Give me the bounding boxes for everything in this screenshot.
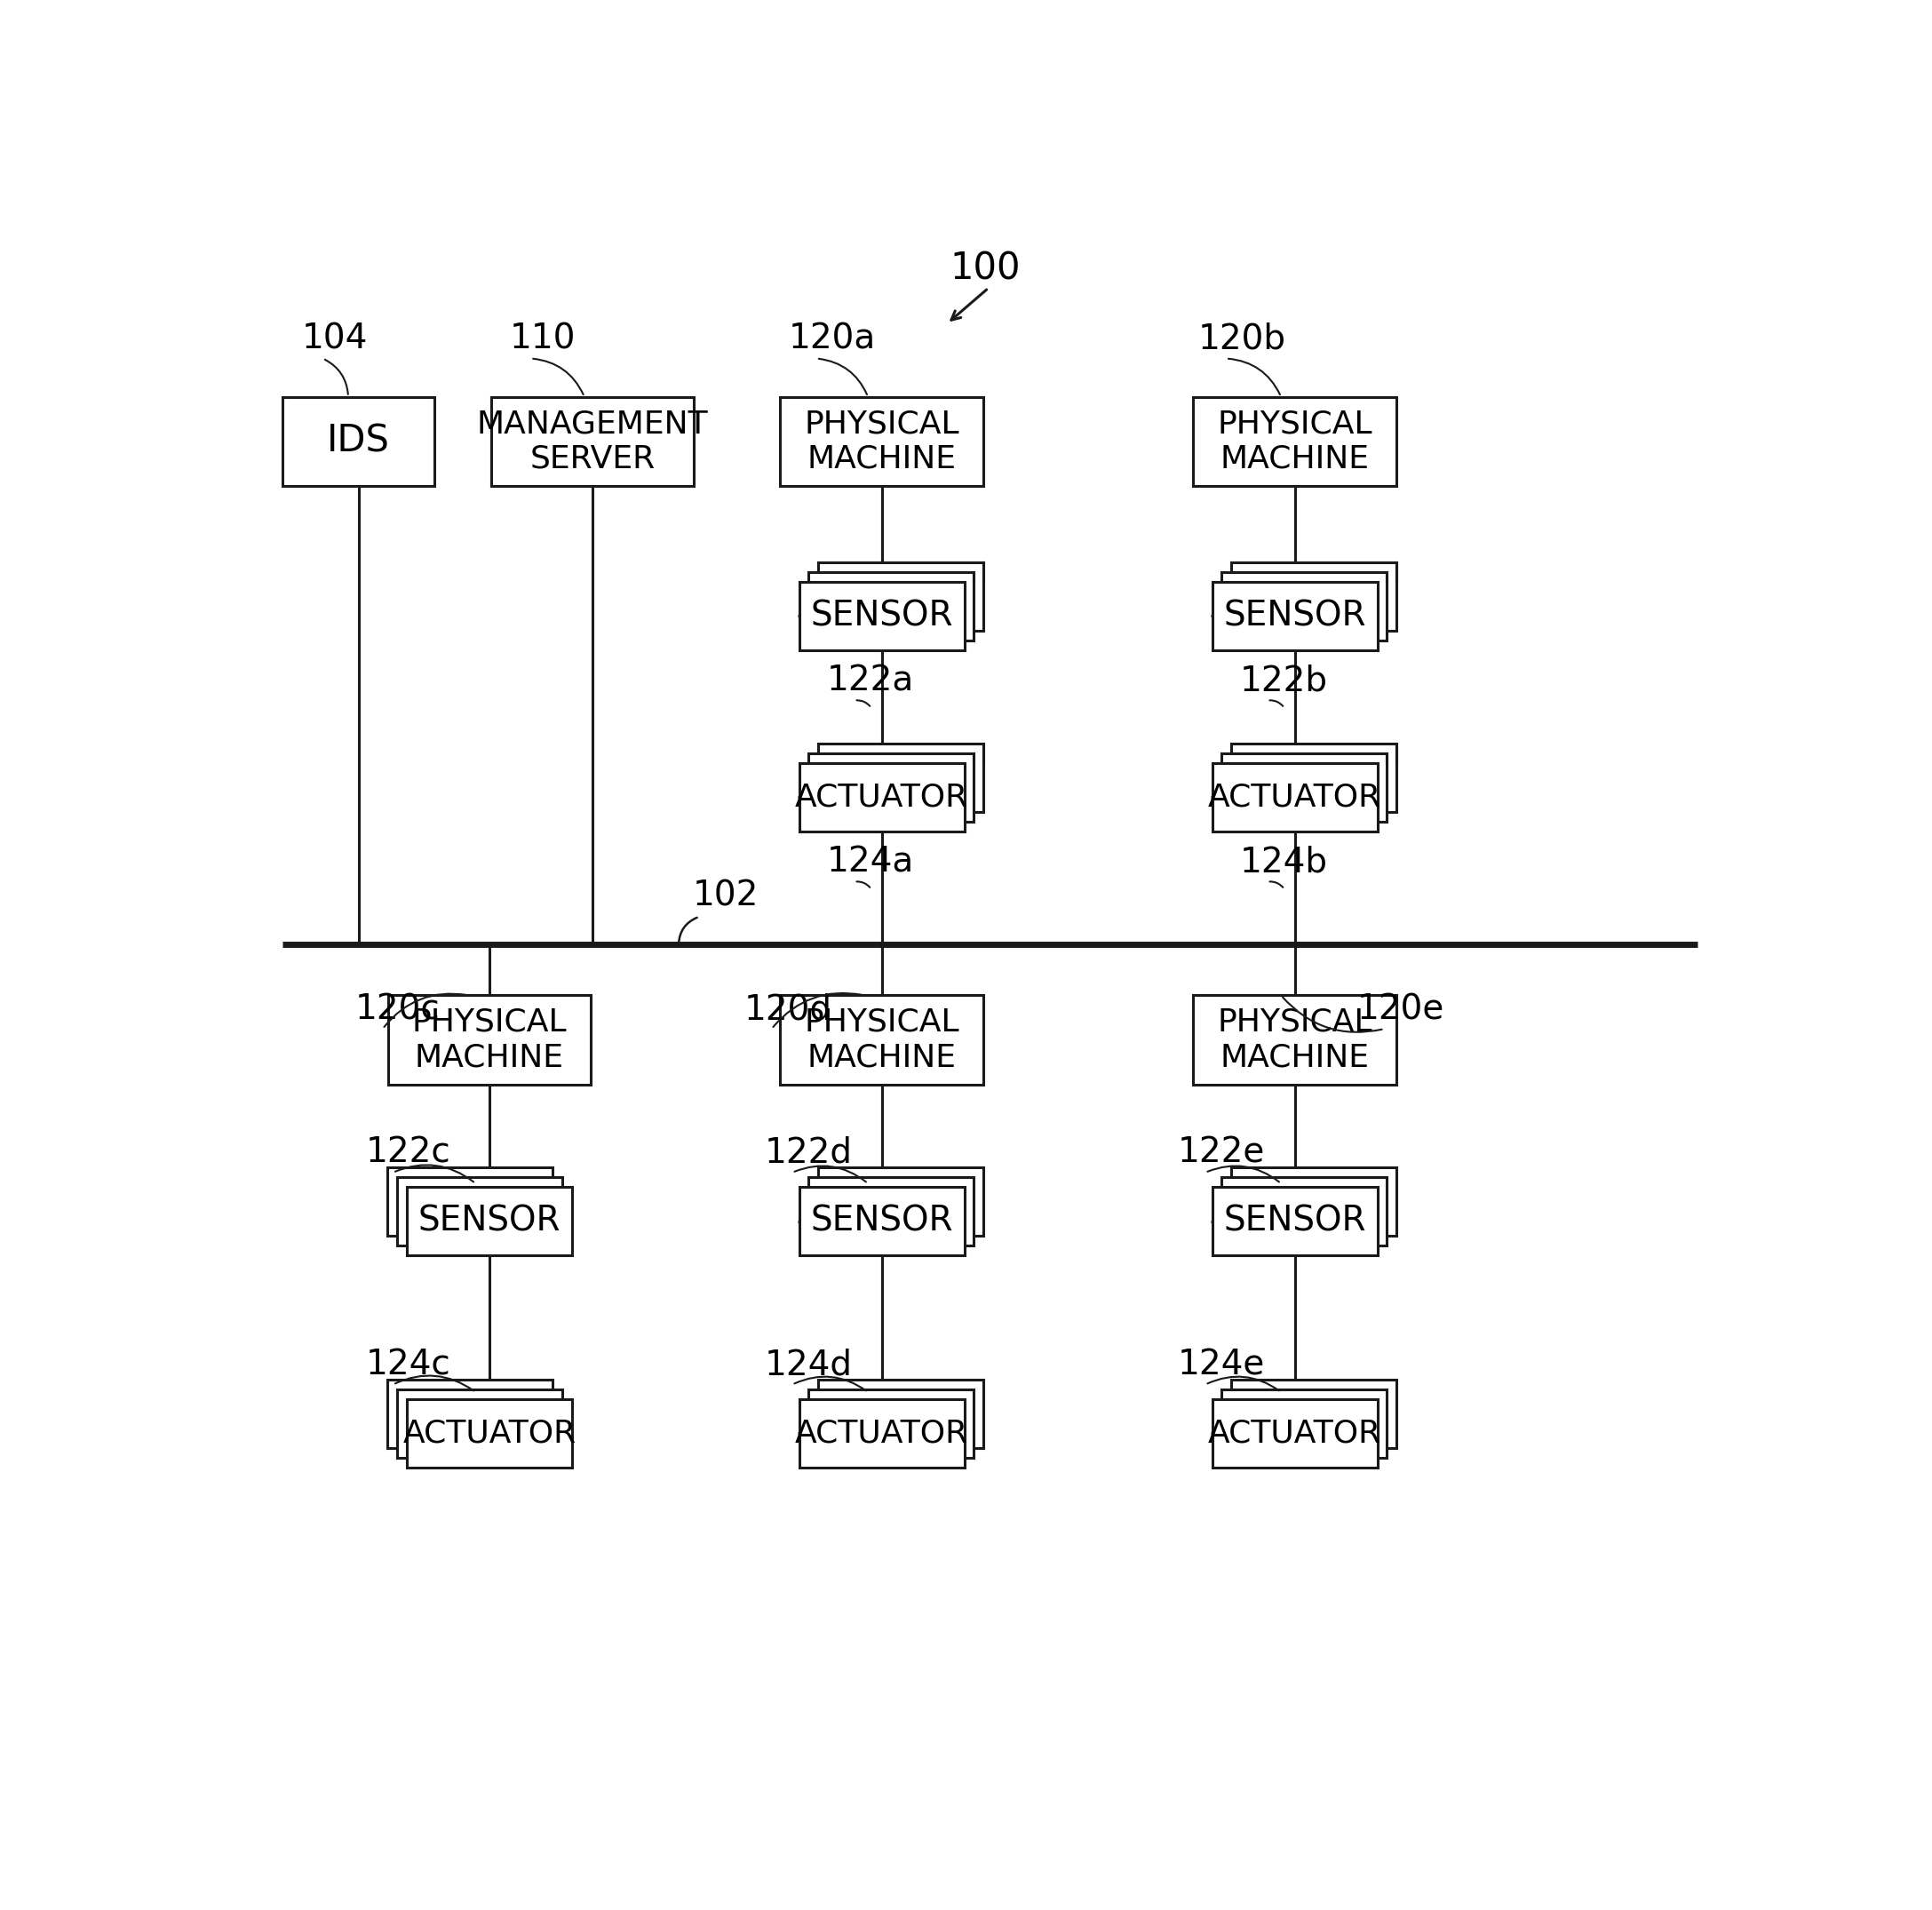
Bar [1211,581,1378,649]
Text: MANAGEMENT
SERVER: MANAGEMENT SERVER [477,409,709,474]
Bar [800,1186,964,1255]
Text: 124d: 124d [765,1348,852,1381]
Bar [781,995,983,1085]
Bar [1231,1379,1397,1448]
Bar [781,397,983,485]
Text: 100: 100 [951,250,1020,288]
Text: 122e: 122e [1179,1136,1265,1169]
Text: ACTUATOR: ACTUATOR [796,1417,968,1448]
Bar [800,581,964,649]
Text: 102: 102 [692,879,759,913]
Bar [398,1177,562,1245]
Bar [800,1398,964,1467]
Text: PHYSICAL
MACHINE: PHYSICAL MACHINE [1217,409,1372,474]
Text: SENSOR: SENSOR [1223,600,1366,632]
Text: 122d: 122d [765,1136,852,1169]
Bar [810,1177,974,1245]
Bar [388,1167,553,1236]
Bar [1221,1177,1387,1245]
Text: ACTUATOR: ACTUATOR [402,1417,576,1448]
Bar [1221,571,1387,640]
Bar [282,397,435,485]
Bar [388,995,591,1085]
Text: PHYSICAL
MACHINE: PHYSICAL MACHINE [412,1007,566,1072]
Bar [1221,753,1387,821]
Bar [388,1379,553,1448]
Bar [1194,995,1397,1085]
Bar [819,1379,983,1448]
Text: PHYSICAL
MACHINE: PHYSICAL MACHINE [1217,1007,1372,1072]
Bar [408,1186,572,1255]
Text: SENSOR: SENSOR [1223,1203,1366,1238]
Text: 124c: 124c [365,1348,450,1381]
Text: 122b: 122b [1240,665,1327,697]
Bar [810,753,974,821]
Bar [1194,397,1397,485]
Text: 124a: 124a [827,846,914,879]
Text: 122c: 122c [365,1136,450,1169]
Bar [819,743,983,812]
Text: 110: 110 [510,323,576,355]
Bar [1231,562,1397,630]
Bar [1211,1398,1378,1467]
Bar [1231,743,1397,812]
Text: ACTUATOR: ACTUATOR [1208,781,1381,812]
Bar [1211,762,1378,831]
Bar [800,762,964,831]
Bar [810,571,974,640]
Text: 120e: 120e [1356,993,1443,1026]
Bar [1211,1186,1378,1255]
Text: 104: 104 [301,323,369,355]
Text: 120a: 120a [788,323,875,355]
Bar [398,1389,562,1457]
Text: SENSOR: SENSOR [810,600,952,632]
Bar [491,397,694,485]
Text: 120d: 120d [744,993,833,1026]
Text: 124b: 124b [1240,846,1327,879]
Text: PHYSICAL
MACHINE: PHYSICAL MACHINE [804,1007,960,1072]
Bar [819,1167,983,1236]
Text: 120c: 120c [355,993,440,1026]
Text: IDS: IDS [327,422,390,460]
Bar [408,1398,572,1467]
Bar [1221,1389,1387,1457]
Text: 122a: 122a [827,665,914,697]
Text: PHYSICAL
MACHINE: PHYSICAL MACHINE [804,409,960,474]
Text: 120b: 120b [1198,323,1287,355]
Text: ACTUATOR: ACTUATOR [796,781,968,812]
Text: 124e: 124e [1179,1348,1265,1381]
Bar [819,562,983,630]
Text: SENSOR: SENSOR [810,1203,952,1238]
Text: SENSOR: SENSOR [417,1203,560,1238]
Bar [810,1389,974,1457]
Bar [1231,1167,1397,1236]
Text: ACTUATOR: ACTUATOR [1208,1417,1381,1448]
